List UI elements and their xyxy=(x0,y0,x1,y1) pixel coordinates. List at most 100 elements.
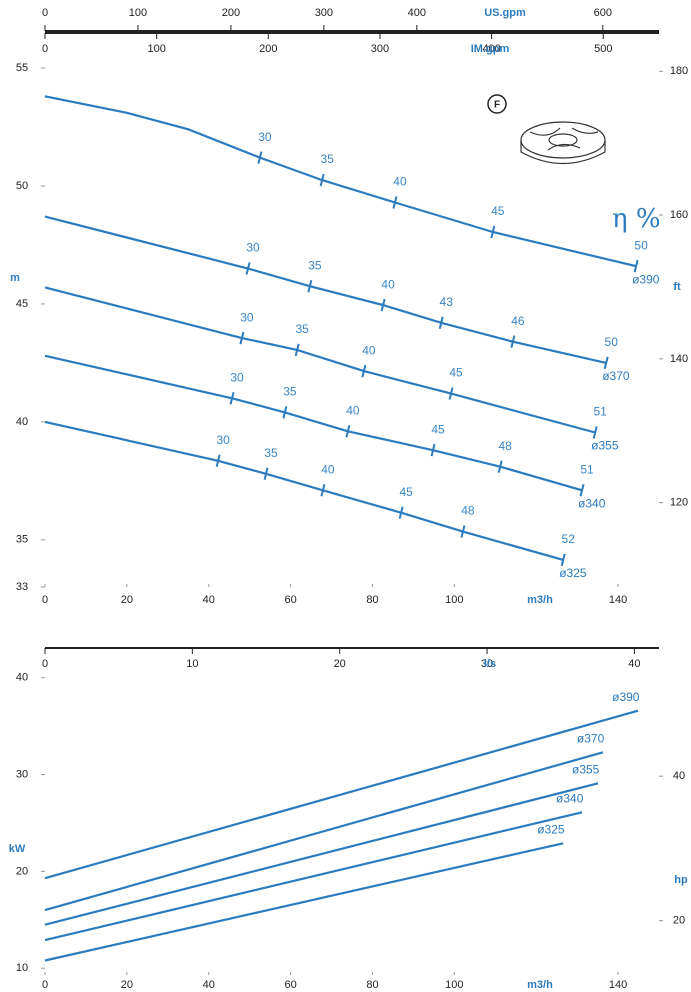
efficiency-label: 46 xyxy=(511,314,525,328)
efficiency-tick xyxy=(229,392,235,405)
efficiency-label: 35 xyxy=(320,152,334,166)
y2-tick-label: 160 xyxy=(670,209,688,221)
curve-label: ø355 xyxy=(572,762,600,776)
top-axis-tick-label: 200 xyxy=(222,7,240,19)
y2-tick-label: 20 xyxy=(673,915,685,927)
x-tick-label: 80 xyxy=(366,594,378,606)
y2-axis-title: hp xyxy=(674,874,688,886)
efficiency-label: 52 xyxy=(562,532,576,546)
top-axis-tick-label: 200 xyxy=(259,43,277,55)
curve-label: ø370 xyxy=(602,369,630,383)
efficiency-label: 30 xyxy=(230,370,244,384)
efficiency-label: 48 xyxy=(498,439,512,453)
efficiency-label: 45 xyxy=(431,422,445,436)
top-axis-tick-label: 300 xyxy=(315,7,333,19)
efficiency-tick xyxy=(380,298,386,312)
efficiency-label: 45 xyxy=(491,204,505,218)
top-axis-tick-label: 0 xyxy=(42,7,48,19)
y2-tick-label: 120 xyxy=(670,497,688,509)
curve xyxy=(44,709,639,880)
efficiency-tick xyxy=(398,506,404,519)
x-tick-label: 40 xyxy=(203,979,215,991)
efficiency-tick xyxy=(245,262,251,275)
efficiency-label: 45 xyxy=(399,485,413,499)
efficiency-tick xyxy=(392,196,398,209)
top-axis-tick-label: 600 xyxy=(594,7,612,19)
curve xyxy=(44,286,596,434)
efficiency-tick xyxy=(579,484,585,497)
top-axis-tick-label: 100 xyxy=(147,43,165,55)
top-axis-tick-label: 30 xyxy=(481,658,493,670)
curve-label: ø370 xyxy=(577,731,605,745)
y-tick-label: 45 xyxy=(16,298,28,310)
y-tick-label: 55 xyxy=(16,62,28,74)
curve-label: ø390 xyxy=(612,690,640,704)
efficiency-label: 40 xyxy=(346,403,360,417)
efficiency-tick xyxy=(282,406,288,419)
x-tick-label: 100 xyxy=(445,594,463,606)
efficiency-label: 35 xyxy=(308,258,322,272)
efficiency-label: 40 xyxy=(321,462,335,476)
efficiency-label: 30 xyxy=(258,130,272,144)
efficiency-label: 30 xyxy=(240,310,254,324)
efficiency-tick xyxy=(361,364,367,378)
efficiency-tick xyxy=(430,443,436,457)
efficiency-tick xyxy=(319,173,325,187)
x-tick-label: 140 xyxy=(609,979,627,991)
efficiency-tick xyxy=(438,316,444,330)
x-tick-label: 60 xyxy=(284,594,296,606)
efficiency-tick xyxy=(510,335,516,348)
curve xyxy=(44,420,564,561)
top-axis-tick-label: 400 xyxy=(408,7,426,19)
y-tick-label: 33 xyxy=(16,581,28,593)
impeller-sketch xyxy=(520,121,606,165)
efficiency-label: 51 xyxy=(580,462,594,476)
top-axis-title: IM.gpm xyxy=(471,43,510,55)
efficiency-tick xyxy=(603,356,609,370)
curve-label: ø325 xyxy=(537,822,565,836)
curve-label: ø355 xyxy=(591,439,619,453)
efficiency-label: 35 xyxy=(264,446,278,460)
curve-label: ø325 xyxy=(559,566,587,580)
efficiency-tick xyxy=(560,553,566,567)
x-tick-label: 100 xyxy=(445,979,463,991)
curve xyxy=(44,354,583,492)
top-axis-tick-label: 0 xyxy=(42,658,48,670)
efficiency-annotation: η % xyxy=(612,204,661,234)
y-tick-label: 35 xyxy=(16,534,28,546)
efficiency-tick xyxy=(215,454,221,468)
curve-label: ø340 xyxy=(578,496,606,510)
efficiency-tick xyxy=(307,279,313,293)
top-axis-tick-label: 20 xyxy=(334,658,346,670)
badge: F xyxy=(494,100,500,111)
efficiency-label: 40 xyxy=(362,343,376,357)
efficiency-label: 48 xyxy=(461,504,475,518)
efficiency-tick xyxy=(294,343,300,357)
x-tick-label: 0 xyxy=(42,979,48,991)
curve xyxy=(44,782,599,926)
y2-tick-label: 180 xyxy=(670,65,688,77)
efficiency-tick xyxy=(320,484,326,497)
efficiency-label: 50 xyxy=(634,238,648,252)
efficiency-tick xyxy=(460,525,466,538)
top-axis-tick-label: 500 xyxy=(594,43,612,55)
curve xyxy=(44,842,564,962)
y-tick-label: 40 xyxy=(16,672,28,684)
x-tick-label: 140 xyxy=(609,594,627,606)
y-tick-label: 20 xyxy=(16,865,28,877)
efficiency-tick xyxy=(497,460,503,473)
y-tick-label: 10 xyxy=(16,962,28,974)
efficiency-label: 30 xyxy=(246,241,260,255)
y-tick-label: 30 xyxy=(16,768,28,780)
top-axis-tick-label: 0 xyxy=(42,43,48,55)
y2-tick-label: 140 xyxy=(670,353,688,365)
efficiency-label: 35 xyxy=(295,322,309,336)
top-axis-title: l/s xyxy=(484,658,496,670)
efficiency-label: 50 xyxy=(605,335,619,349)
efficiency-tick xyxy=(633,259,639,273)
y-tick-label: 40 xyxy=(16,416,28,428)
curve-label: ø340 xyxy=(556,792,584,806)
curve xyxy=(44,751,604,912)
top-axis-tick-label: 100 xyxy=(129,7,147,19)
efficiency-tick xyxy=(239,331,245,345)
